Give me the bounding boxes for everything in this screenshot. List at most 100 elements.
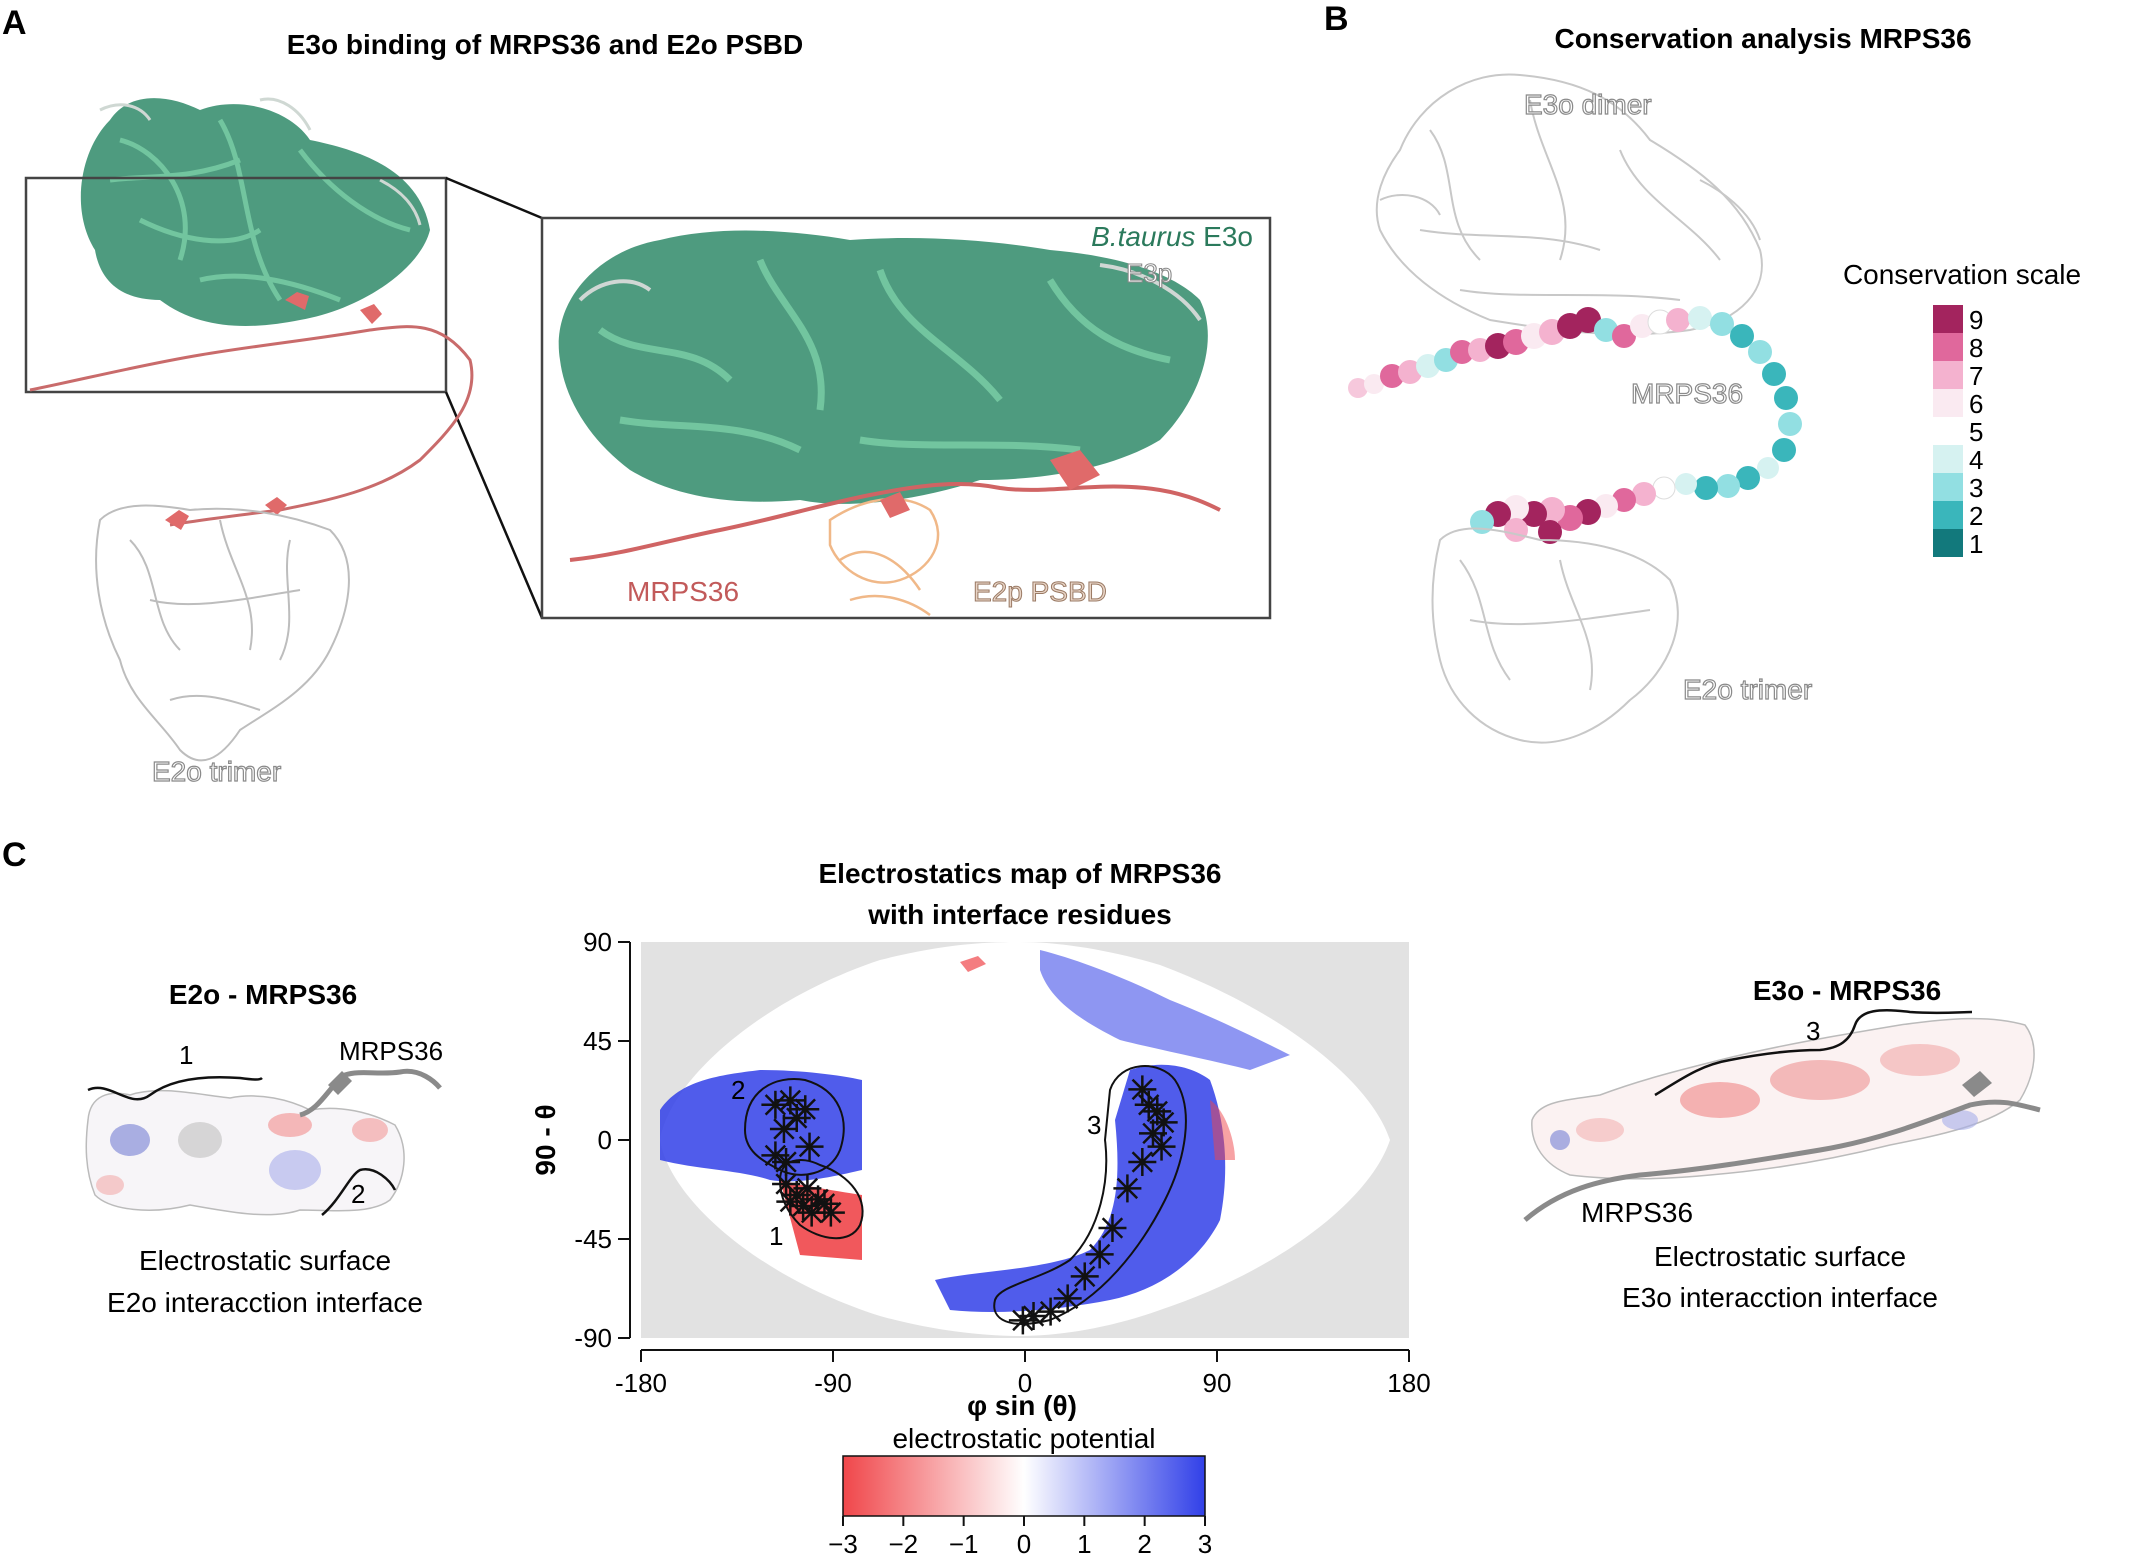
mrps36-label-b: MRPS36	[1631, 378, 1743, 409]
interface-residue-marker	[816, 1198, 845, 1227]
conservation-swatch-2	[1933, 501, 1963, 529]
interface-residue-marker	[769, 1115, 798, 1143]
conservation-level-label: 6	[1969, 389, 1983, 419]
inset-e2p-psbd-label: E2p PSBD	[973, 576, 1107, 607]
inset-e3o-structure	[558, 230, 1208, 504]
inset-species-italic: B.taurus	[1091, 221, 1195, 252]
left-caption-line1: Electrostatic surface	[139, 1245, 391, 1276]
right-caption-line2: E3o interacction interface	[1622, 1282, 1938, 1313]
map-title-line2: with interface residues	[867, 899, 1171, 930]
interface-residue-marker	[1019, 1302, 1048, 1330]
zoom-line-top	[445, 176, 543, 220]
interface-residue-marker	[1113, 1174, 1142, 1203]
y-tick-label: 90	[583, 927, 612, 957]
conservation-level-label: 9	[1969, 305, 1983, 335]
right-mrps36-chain	[1523, 1099, 2041, 1222]
zoom-line-bottom	[444, 391, 544, 619]
interface-residue-marker	[1053, 1284, 1082, 1313]
colorbar-tick-label: 3	[1198, 1529, 1212, 1557]
conservation-swatch-1	[1933, 529, 1963, 557]
left-interface-line-1	[87, 1075, 263, 1101]
conservation-swatch-9	[1933, 305, 1963, 333]
interface-residue-marker	[1036, 1297, 1065, 1326]
x-tick-label: 90	[1203, 1368, 1232, 1398]
map-region-1-label: 1	[769, 1221, 783, 1251]
colorbar-tick-label: −2	[889, 1529, 919, 1557]
conservation-swatch-3	[1933, 473, 1963, 501]
conservation-swatch-5	[1933, 417, 1963, 445]
map-ylabel: 90 - θ	[530, 1104, 561, 1175]
panel-a: A E3o binding of MRPS36 and E2o PSBD E2o…	[2, 4, 1272, 788]
conservation-level-label: 3	[1969, 473, 1983, 503]
e2o-trimer-label-a: E2o trimer	[152, 756, 281, 787]
conservation-swatch-8	[1933, 333, 1963, 361]
map-xlabel: φ sin (θ)	[967, 1390, 1077, 1421]
conservation-level-label: 7	[1969, 361, 1983, 391]
colorbar-tick-label: 0	[1017, 1529, 1031, 1557]
panel-b: B Conservation analysis MRPS36 E3o dimer	[1324, 0, 2081, 744]
conservation-swatch-7	[1933, 361, 1963, 389]
right-region-3-label: 3	[1806, 1016, 1820, 1046]
left-caption-line2: E2o interacction interface	[107, 1287, 423, 1318]
colorbar-gradient	[842, 1455, 1206, 1517]
interface-residue-marker	[1147, 1132, 1176, 1161]
right-interface-line-3	[1654, 1009, 1973, 1097]
conservation-swatch-4	[1933, 445, 1963, 473]
inset-e3p-label: E3p	[1126, 258, 1172, 288]
inset-species-label: B.taurus E3o	[1091, 221, 1253, 252]
map-region-3-label: 3	[1087, 1110, 1101, 1140]
y-tick-label: 45	[583, 1026, 612, 1056]
panel-a-title: E3o binding of MRPS36 and E2o PSBD	[287, 29, 804, 60]
e3o-structure-overview	[80, 97, 431, 326]
interface-residue-markers	[761, 1075, 1178, 1335]
x-tick-label: 180	[1387, 1368, 1430, 1398]
e2o-trimer-overview	[95, 504, 350, 762]
conservation-level-label: 5	[1969, 417, 1983, 447]
y-tick-label: -90	[574, 1323, 612, 1353]
panel-a-letter: A	[2, 4, 27, 42]
left-mrps36-helix	[299, 1068, 442, 1118]
left-surface-title: E2o - MRPS36	[169, 979, 357, 1010]
right-mrps36-label: MRPS36	[1581, 1197, 1693, 1228]
inset-e3o-text: E3o	[1195, 221, 1253, 252]
zoom-box-overview	[24, 176, 448, 394]
left-region-2-label: 2	[351, 1179, 365, 1209]
e3o-dimer-label: E3o dimer	[1524, 89, 1652, 120]
interface-residue-marker	[1085, 1240, 1114, 1269]
interface-residue-marker	[1070, 1262, 1099, 1291]
mrps36-spheres-upper	[1348, 306, 1802, 462]
panel-b-letter: B	[1324, 0, 1349, 38]
map-region-2-label: 2	[731, 1075, 745, 1105]
colorbar-tick-label: −3	[828, 1529, 858, 1557]
left-mrps36-label: MRPS36	[339, 1036, 443, 1066]
panel-c-letter: C	[2, 836, 27, 874]
panel-b-title: Conservation analysis MRPS36	[1554, 23, 1971, 54]
region-2-outline	[743, 1078, 845, 1176]
conservation-level-label: 8	[1969, 333, 1983, 363]
inset-mrps36-label: MRPS36	[627, 576, 739, 607]
e3o-electrostatic-surface	[1531, 1017, 2035, 1180]
right-caption-line1: Electrostatic surface	[1654, 1241, 1906, 1272]
inset-e2p-psbd	[828, 497, 940, 617]
colorbar-ticks: −3 −2 −1 0 1 2 3	[828, 1516, 1212, 1557]
colorbar-tick-label: 2	[1137, 1529, 1151, 1557]
e3o-dimer-structure	[1375, 73, 1763, 336]
colorbar-label: electrostatic potential	[892, 1423, 1155, 1454]
conservation-scale-title: Conservation scale	[1843, 259, 2081, 290]
mrps36-chain-overview	[29, 325, 474, 527]
e2o-trimer-structure-b	[1431, 527, 1679, 744]
interface-residue-marker	[1098, 1214, 1127, 1242]
interface-residue-marker	[791, 1095, 820, 1124]
inset-mrps36-chain	[569, 482, 1221, 562]
mrps36-spheres-lower	[1470, 457, 1779, 544]
y-tick-label: -45	[574, 1224, 612, 1254]
e2o-electrostatic-surface	[85, 1089, 405, 1216]
x-tick-label: -180	[615, 1368, 667, 1398]
x-tick-label: -90	[814, 1368, 852, 1398]
colorbar-tick-label: 1	[1077, 1529, 1091, 1557]
map-title-line1: Electrostatics map of MRPS36	[818, 858, 1221, 889]
interface-residue-marker	[1008, 1306, 1037, 1335]
